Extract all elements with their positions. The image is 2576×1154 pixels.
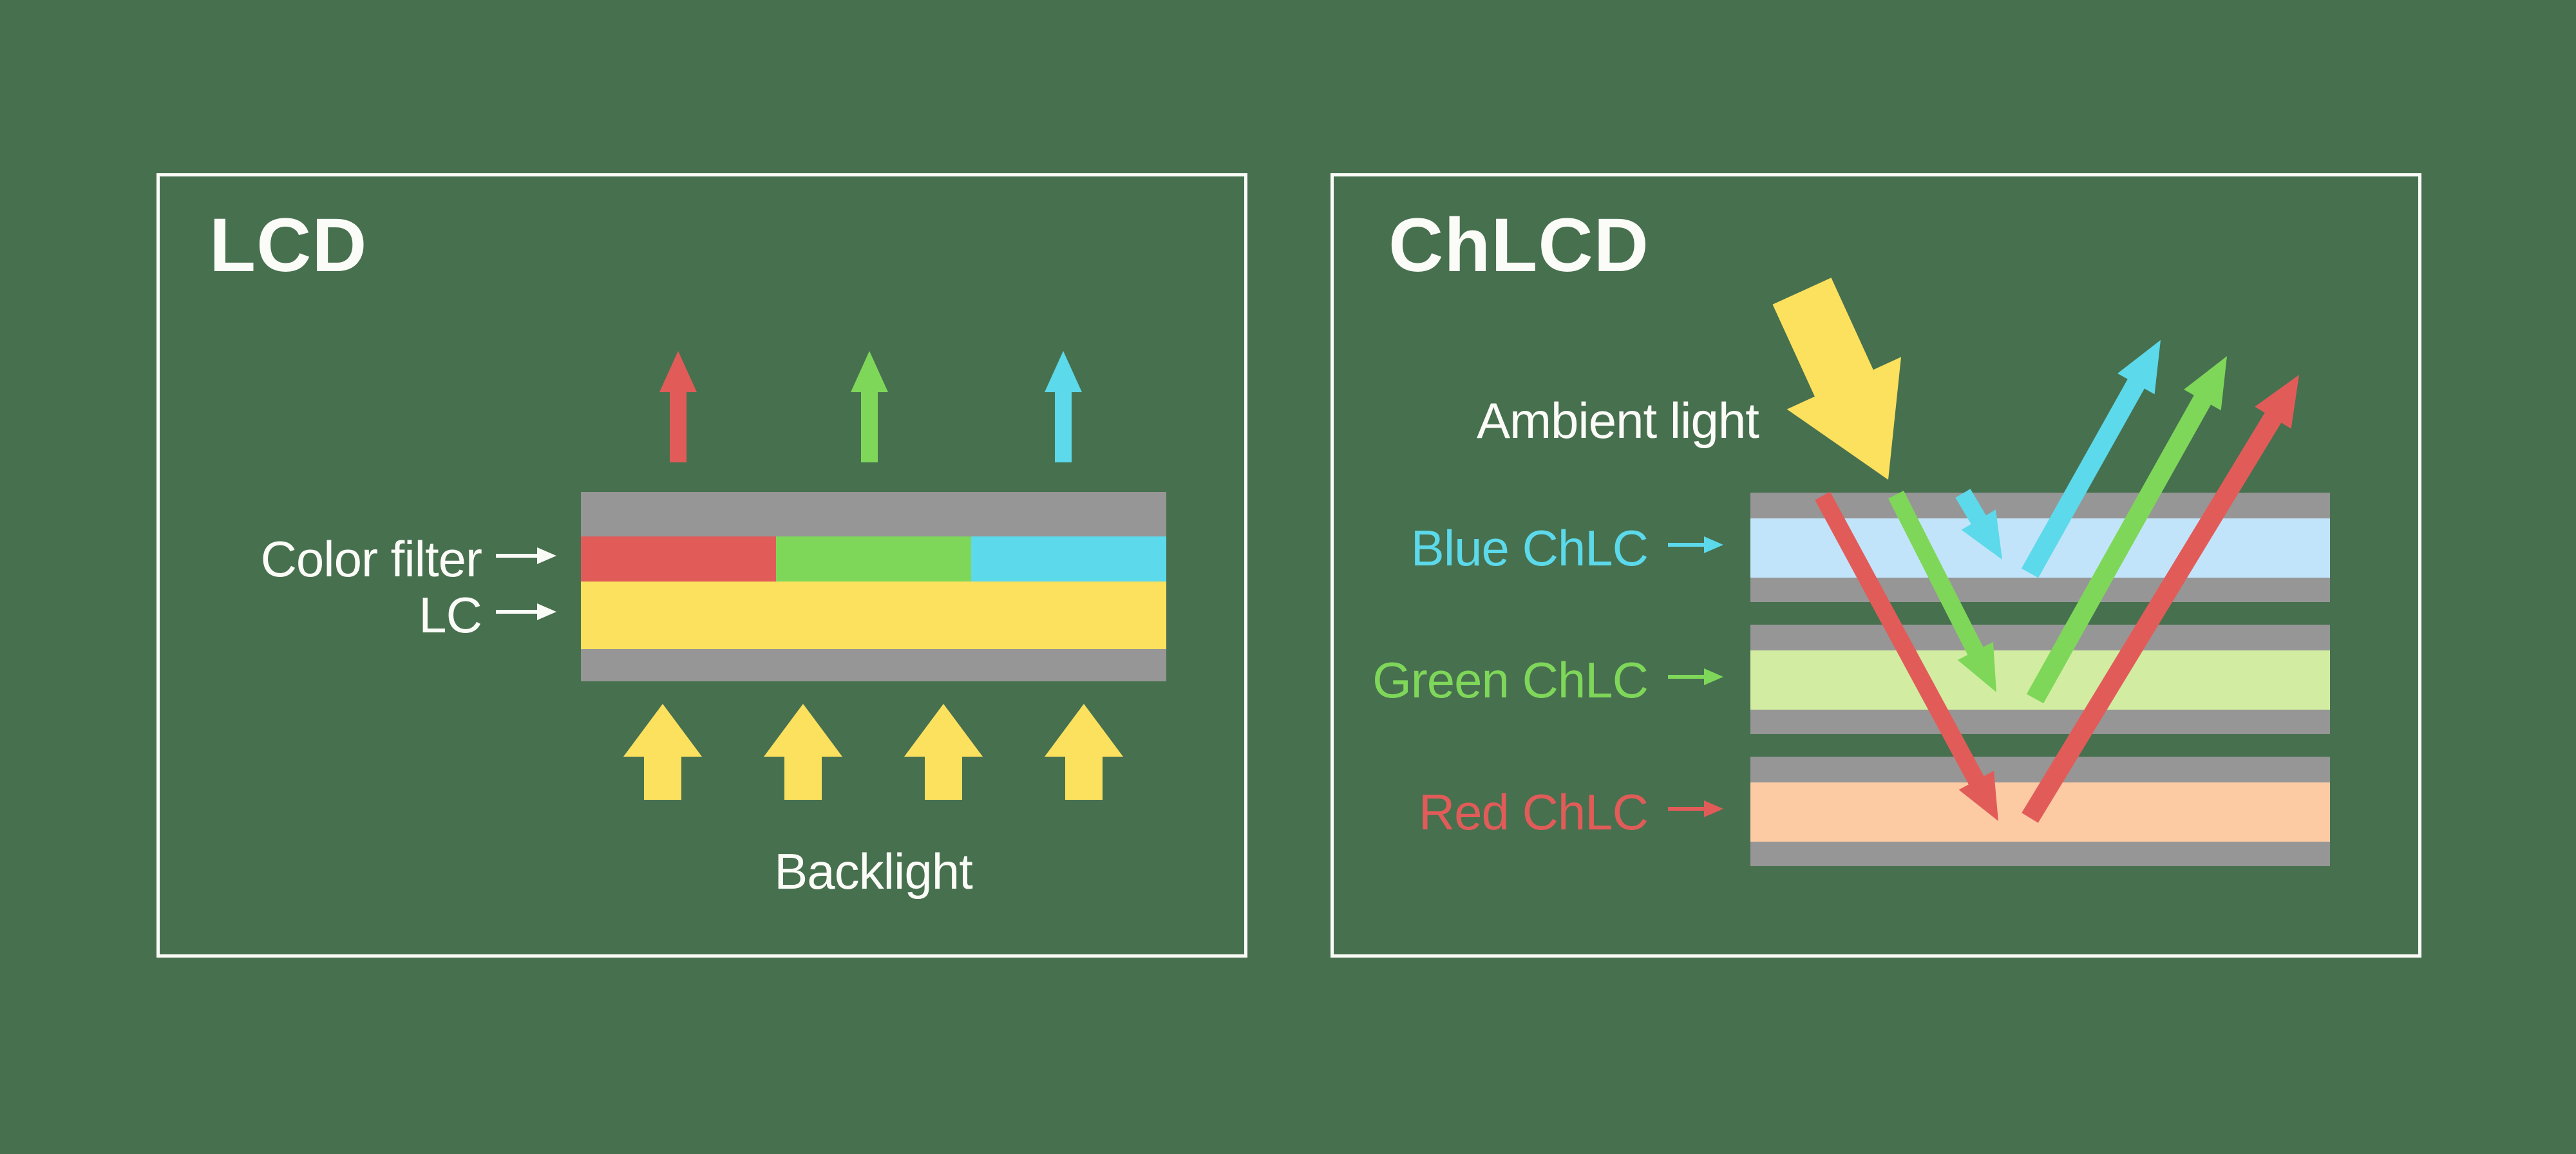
red-chlc-label: Red ChLC bbox=[1418, 784, 1649, 840]
lcd-title: LCD bbox=[209, 203, 368, 288]
chlcd-panel: ChLCD Ambient light Blue ChLC Green ChLC… bbox=[1331, 173, 2421, 958]
blue-stack-bottom-glass-layer bbox=[1750, 578, 2330, 602]
lcd-top-glass-layer bbox=[581, 492, 1166, 536]
lcd-panel: LCD Color filter LC Backlight bbox=[156, 173, 1247, 958]
blue-chlc-label: Blue ChLC bbox=[1410, 520, 1649, 576]
lc-label: LC bbox=[419, 587, 482, 643]
blue-chlc-stack bbox=[1750, 493, 2330, 602]
red-filter-segment bbox=[581, 536, 776, 582]
red-stack-top-glass-layer bbox=[1750, 757, 2330, 782]
green-stack-bottom-glass-layer bbox=[1750, 710, 2330, 734]
red-stack-bottom-glass-layer bbox=[1750, 842, 2330, 866]
lcd-bottom-glass-layer bbox=[581, 649, 1166, 681]
blue-filter-segment bbox=[971, 536, 1166, 582]
lc-layer bbox=[581, 582, 1166, 649]
green-filter-segment bbox=[776, 536, 971, 582]
green-chlc-stack bbox=[1750, 625, 2330, 734]
lcd-layer-stack bbox=[581, 492, 1166, 681]
red-chlc-layer bbox=[1750, 782, 2330, 842]
ambient-light-label: Ambient light bbox=[1477, 392, 1759, 449]
red-chlc-stack bbox=[1750, 757, 2330, 866]
blue-stack-top-glass-layer bbox=[1750, 493, 2330, 518]
color-filter-layer bbox=[581, 536, 1166, 582]
color-filter-label: Color filter bbox=[260, 531, 482, 587]
green-stack-top-glass-layer bbox=[1750, 625, 2330, 650]
chlcd-title: ChLCD bbox=[1388, 203, 1649, 288]
blue-chlc-layer bbox=[1750, 518, 2330, 578]
green-chlc-label: Green ChLC bbox=[1372, 652, 1649, 708]
backlight-label: Backlight bbox=[774, 843, 972, 900]
green-chlc-layer bbox=[1750, 650, 2330, 710]
